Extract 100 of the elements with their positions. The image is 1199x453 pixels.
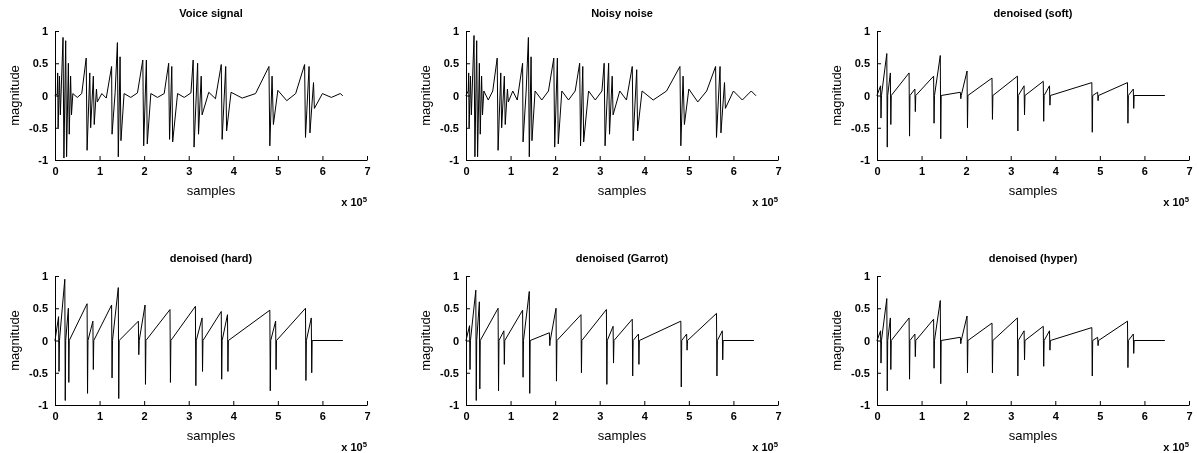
- text: x 10$^{5}$: [752, 194, 779, 208]
- x-tick-label: 6: [1141, 164, 1148, 177]
- text: x 10$^{5}$: [341, 439, 368, 453]
- y-tick-label: -1: [860, 399, 870, 412]
- x-axis-title: samples: [597, 428, 647, 443]
- y-tick-label: 0: [41, 334, 48, 347]
- x-tick-label: 1: [919, 164, 926, 177]
- x-tick-label: 3: [1008, 409, 1015, 422]
- y-tick-label: 0.5: [854, 302, 870, 315]
- text: x 10$^{5}$: [341, 194, 368, 208]
- x-tick-label: 7: [364, 409, 371, 422]
- x-axis-title: samples: [1008, 428, 1058, 443]
- x-axis-title: samples: [1008, 183, 1058, 198]
- x-tick-label: 4: [230, 409, 238, 422]
- x-tick-label: 7: [775, 164, 782, 177]
- x-tick-label: 3: [597, 409, 604, 422]
- chart-title: Voice signal: [179, 7, 243, 19]
- x-tick-label: 5: [686, 164, 693, 177]
- x-tick-label: 6: [730, 409, 737, 422]
- x-tick-label: 6: [319, 409, 326, 422]
- y-tick-label: 0.5: [32, 302, 48, 315]
- chart-title: denoised (hyper): [988, 252, 1078, 264]
- y-axis-title: magnitude: [418, 65, 433, 126]
- x-tick-label: 0: [874, 409, 881, 422]
- y-axis-title: magnitude: [7, 65, 22, 126]
- x-tick-label: 2: [963, 164, 970, 177]
- x-tick-label: 4: [1052, 409, 1060, 422]
- x-tick-label: 0: [874, 164, 881, 177]
- y-tick-label: 0: [452, 89, 459, 102]
- y-tick-label: -1: [449, 399, 459, 412]
- x-tick-label: 5: [275, 409, 282, 422]
- x-tick-label: 2: [141, 164, 148, 177]
- y-tick-label: -0.5: [851, 121, 870, 134]
- y-tick-label: -1: [449, 154, 459, 167]
- y-tick-label: 0.5: [443, 302, 459, 315]
- x-tick-label: 7: [364, 164, 371, 177]
- x-tick-label: 3: [597, 164, 604, 177]
- x-tick-label: 5: [686, 409, 693, 422]
- x-tick-label: 0: [52, 164, 59, 177]
- x-tick-label: 7: [775, 409, 782, 422]
- x-tick-label: 5: [1097, 409, 1104, 422]
- y-tick-label: -1: [38, 399, 48, 412]
- x-tick-label: 3: [1008, 164, 1015, 177]
- y-tick-label: -0.5: [440, 366, 459, 379]
- x-tick-label: 1: [508, 409, 515, 422]
- y-tick-label: -0.5: [29, 366, 48, 379]
- chart-title: denoised (soft): [993, 7, 1073, 19]
- y-tick-label: 0: [863, 89, 870, 102]
- y-tick-label: 0.5: [443, 57, 459, 70]
- x-axis-title: samples: [186, 428, 236, 443]
- y-tick-label: -0.5: [851, 366, 870, 379]
- y-tick-label: -0.5: [29, 121, 48, 134]
- text: x 10$^{5}$: [1163, 439, 1190, 453]
- x-tick-label: 3: [186, 164, 193, 177]
- x-tick-label: 6: [730, 164, 737, 177]
- x-tick-label: 2: [141, 409, 148, 422]
- x-tick-label: 4: [641, 164, 649, 177]
- x-tick-label: 0: [463, 409, 470, 422]
- x-tick-label: 7: [1186, 164, 1193, 177]
- chart-title: denoised (hard): [169, 252, 253, 264]
- y-tick-label: 1: [452, 270, 459, 283]
- x-tick-label: 2: [552, 164, 559, 177]
- y-axis-title: magnitude: [418, 310, 433, 371]
- y-tick-label: 1: [863, 270, 870, 283]
- x-tick-label: 4: [230, 164, 238, 177]
- x-axis-title: samples: [597, 183, 647, 198]
- y-tick-label: 1: [41, 270, 48, 283]
- text: x 10$^{5}$: [1163, 194, 1190, 208]
- x-tick-label: 6: [1141, 409, 1148, 422]
- y-tick-label: 0: [452, 334, 459, 347]
- x-tick-label: 7: [1186, 409, 1193, 422]
- y-tick-label: -0.5: [440, 121, 459, 134]
- y-axis-title: magnitude: [7, 310, 22, 371]
- y-tick-label: 0: [863, 334, 870, 347]
- x-tick-label: 6: [319, 164, 326, 177]
- x-tick-label: 2: [552, 409, 559, 422]
- x-tick-label: 0: [463, 164, 470, 177]
- text: x 10$^{5}$: [752, 439, 779, 453]
- x-tick-label: 4: [641, 409, 649, 422]
- y-axis-title: magnitude: [829, 65, 844, 126]
- y-tick-label: 0.5: [854, 57, 870, 70]
- y-tick-label: 1: [863, 25, 870, 38]
- y-tick-label: 0: [41, 89, 48, 102]
- x-tick-label: 4: [1052, 164, 1060, 177]
- x-tick-label: 1: [97, 409, 104, 422]
- x-tick-label: 2: [963, 409, 970, 422]
- chart-title: denoised (Garrot): [575, 252, 669, 264]
- y-axis-title: magnitude: [829, 310, 844, 371]
- x-axis-title: samples: [186, 183, 236, 198]
- y-tick-label: -1: [38, 154, 48, 167]
- y-tick-label: 1: [452, 25, 459, 38]
- x-tick-label: 1: [919, 409, 926, 422]
- x-tick-label: 1: [508, 164, 515, 177]
- y-tick-label: 0.5: [32, 57, 48, 70]
- y-tick-label: -1: [860, 154, 870, 167]
- x-tick-label: 0: [52, 409, 59, 422]
- x-tick-label: 3: [186, 409, 193, 422]
- y-tick-label: 1: [41, 25, 48, 38]
- chart-title: Noisy noise: [591, 7, 653, 19]
- x-tick-label: 5: [1097, 164, 1104, 177]
